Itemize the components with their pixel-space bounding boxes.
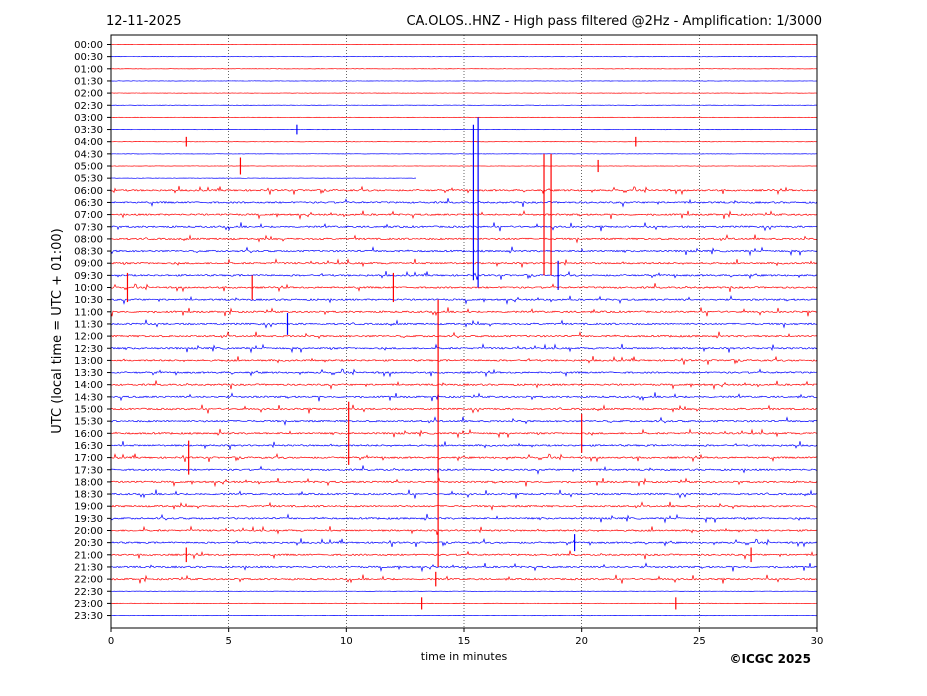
trace-2130 [110, 562, 818, 573]
trace-1600 [110, 428, 818, 439]
row-label: 02:00 [74, 89, 103, 100]
x-tick-label: 10 [340, 636, 353, 647]
row-label: 13:00 [74, 356, 103, 367]
row-label: 17:30 [74, 465, 103, 476]
row-label: 14:30 [74, 392, 103, 403]
x-tick-label: 0 [108, 636, 114, 647]
row-label: 00:00 [74, 40, 103, 51]
trace-1000 [110, 283, 818, 293]
trace-0800 [110, 233, 818, 244]
row-label: 12:30 [74, 344, 103, 355]
row-label: 23:30 [74, 611, 103, 622]
trace-0930 [110, 270, 818, 280]
seismic-events [126, 117, 752, 610]
row-label: 11:00 [74, 307, 103, 318]
x-tick-label: 20 [575, 636, 588, 647]
x-tick-label: 5 [225, 636, 231, 647]
row-label: 20:00 [74, 526, 103, 537]
trace-1900 [110, 501, 817, 511]
x-axis-ticks: 0 5 10 15 20 25 30 [108, 628, 824, 647]
row-label: 15:30 [74, 417, 103, 428]
trace-1530 [110, 416, 818, 426]
row-label: 08:00 [74, 234, 103, 245]
row-label: 22:30 [74, 587, 103, 598]
trace-1830 [110, 489, 818, 499]
trace-1700 [110, 452, 817, 463]
row-label: 11:30 [74, 319, 103, 330]
row-label: 14:00 [74, 380, 103, 391]
trace-1100 [110, 307, 818, 317]
trace-2100 [110, 550, 818, 560]
row-label: 22:00 [74, 575, 103, 586]
row-label: 03:30 [74, 125, 103, 136]
row-label: 20:30 [74, 538, 103, 549]
chart-date: 12-11-2025 [106, 14, 182, 29]
row-label: 16:00 [74, 429, 103, 440]
seismic-traces [110, 43, 818, 617]
trace-2030 [110, 538, 818, 548]
row-label: 08:30 [74, 247, 103, 258]
row-label: 16:30 [74, 441, 103, 452]
trace-2000 [110, 525, 818, 535]
row-label: 04:00 [74, 137, 103, 148]
trace-1130 [110, 319, 818, 329]
trace-1630 [110, 441, 818, 450]
row-label: 19:30 [74, 514, 103, 525]
copyright-notice: ©ICGC 2025 [729, 652, 811, 666]
row-label: 10:30 [74, 295, 103, 306]
row-label: 02:30 [74, 101, 103, 112]
row-label: 18:00 [74, 477, 103, 488]
row-label: 04:30 [74, 149, 103, 160]
row-label: 15:00 [74, 405, 103, 416]
trace-1200 [110, 331, 818, 340]
trace-0730 [110, 222, 818, 232]
trace-1800 [110, 477, 818, 488]
row-label: 09:30 [74, 271, 103, 282]
row-label: 01:00 [74, 64, 103, 75]
trace-0700 [111, 209, 818, 220]
trace-1500 [110, 404, 818, 414]
row-label: 19:00 [74, 502, 103, 513]
row-label: 18:30 [74, 490, 103, 501]
x-tick-label: 25 [693, 636, 706, 647]
trace-1930 [110, 513, 818, 524]
row-label: 05:00 [74, 162, 103, 173]
trace-0600 [110, 185, 818, 196]
chart-title: CA.OLOS..HNZ - High pass filtered @2Hz -… [406, 14, 822, 29]
trace-0830 [110, 246, 818, 257]
trace-1730 [110, 465, 818, 475]
row-label: 13:30 [74, 368, 103, 379]
row-label: 10:00 [74, 283, 103, 294]
row-label: 17:00 [74, 453, 103, 464]
row-label: 06:00 [74, 186, 103, 197]
trace-1030 [110, 295, 818, 306]
x-axis-label: time in minutes [421, 650, 508, 663]
row-label: 07:30 [74, 222, 103, 233]
trace-2200 [110, 574, 818, 584]
trace-1300 [110, 355, 818, 365]
row-label: 05:30 [74, 174, 103, 185]
trace-1400 [110, 380, 818, 391]
row-label: 07:00 [74, 210, 103, 221]
trace-0900 [110, 258, 818, 268]
row-label: 21:00 [74, 550, 103, 561]
trace-1230 [110, 343, 818, 354]
vertical-gridlines [228, 35, 700, 628]
row-label: 21:30 [74, 562, 103, 573]
row-label: 23:00 [74, 599, 103, 610]
row-label: 06:30 [74, 198, 103, 209]
trace-0630 [110, 198, 818, 208]
x-tick-label: 15 [458, 636, 471, 647]
row-label: 12:00 [74, 332, 103, 343]
row-label: 03:00 [74, 113, 103, 124]
row-label: 00:30 [74, 52, 103, 63]
trace-1430 [110, 392, 818, 402]
trace-1330 [110, 368, 818, 378]
y-axis-label: UTC (local time = UTC + 01:00) [50, 228, 65, 433]
row-label: 01:30 [74, 76, 103, 87]
row-label: 09:00 [74, 259, 103, 270]
x-tick-label: 30 [811, 636, 824, 647]
